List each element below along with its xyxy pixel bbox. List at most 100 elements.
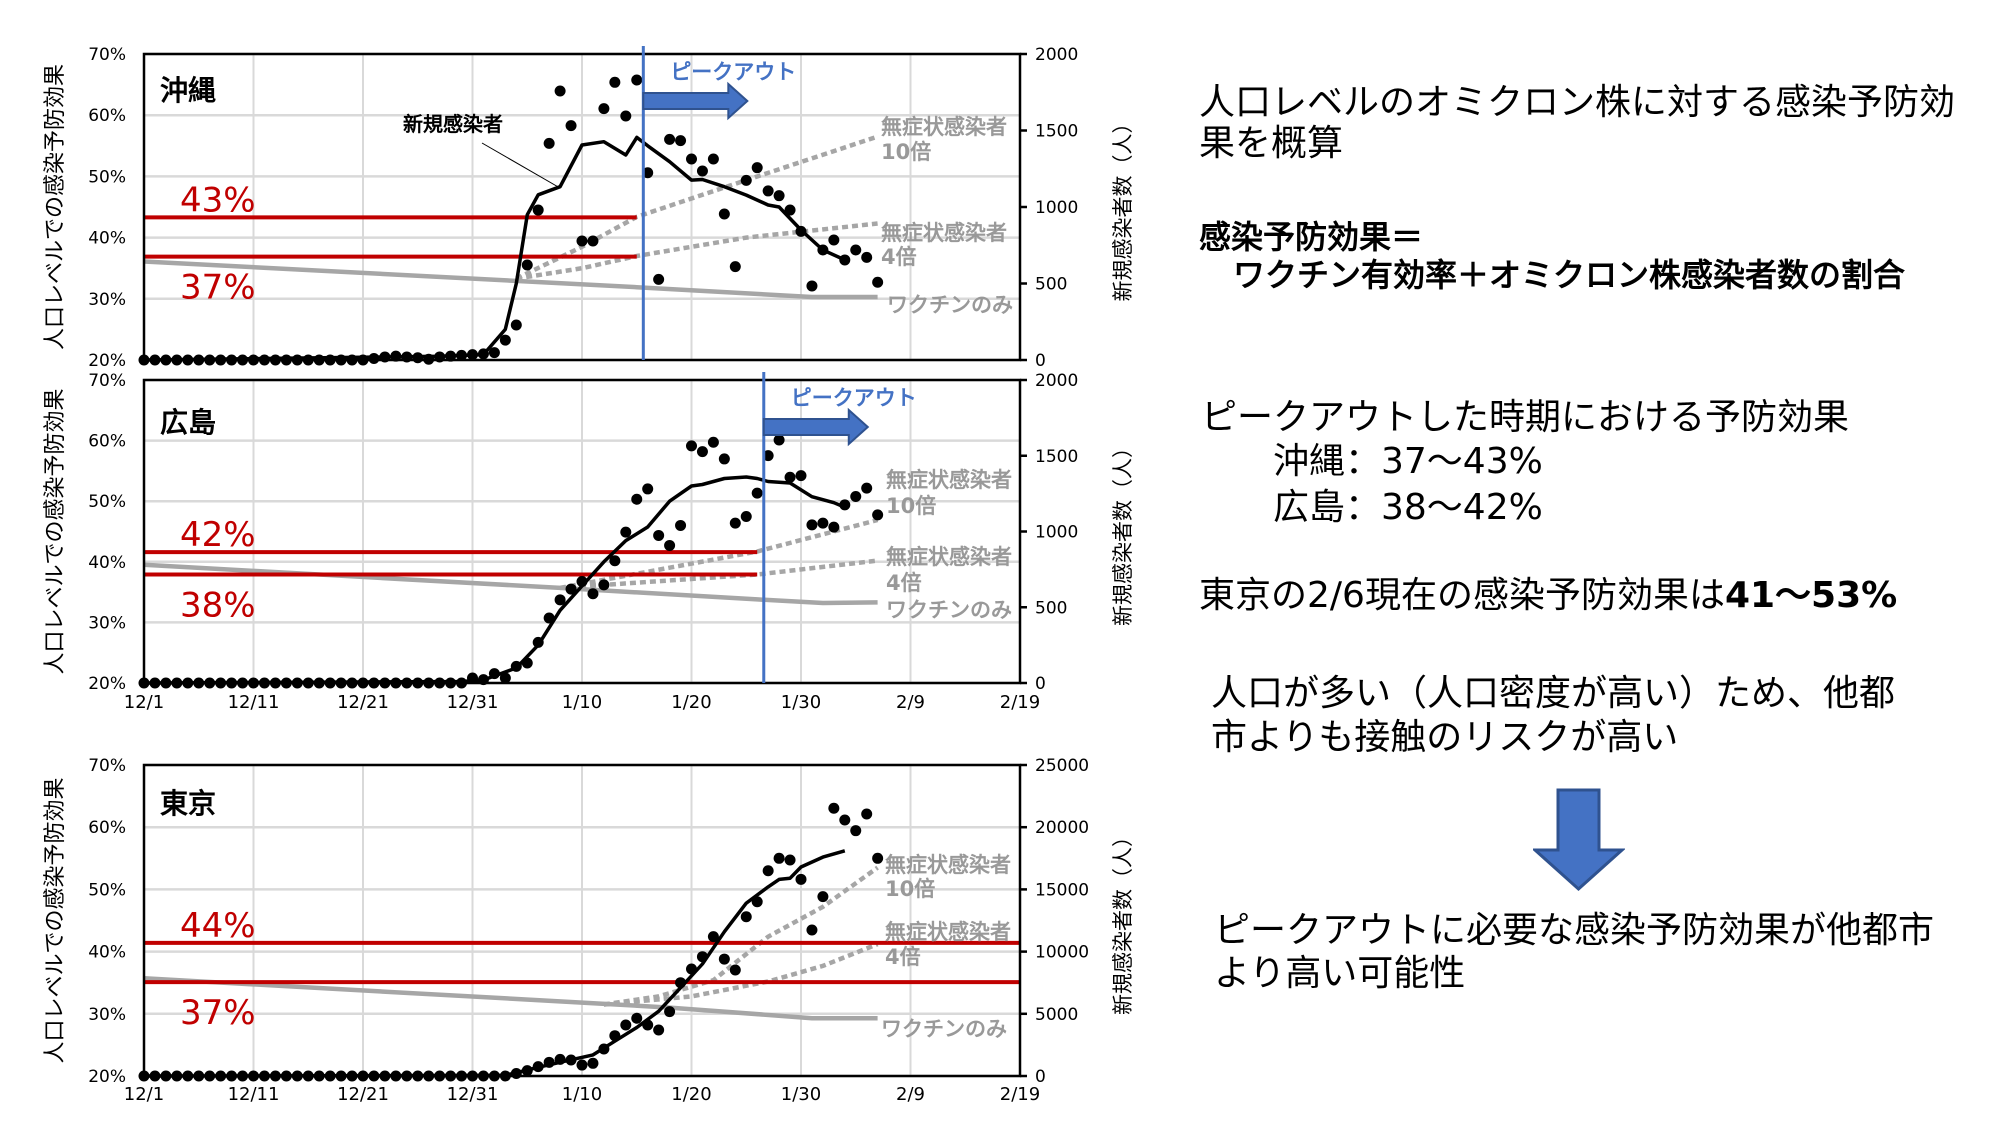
y-right-axis-title: 新規感染者数（人） bbox=[1111, 826, 1135, 1015]
x-tick-label: 2/9 bbox=[896, 692, 925, 713]
conclusion-line1: ピークアウトに必要な感染予防効果が他都市 bbox=[1214, 910, 1935, 951]
daily-case-point bbox=[609, 76, 621, 88]
asymptomatic-10x-line bbox=[603, 865, 879, 1007]
y-left-tick-label: 30% bbox=[88, 613, 126, 633]
y-left-tick-label: 50% bbox=[88, 167, 126, 187]
daily-case-point bbox=[565, 583, 577, 595]
reference-line-label: 37% bbox=[180, 268, 256, 308]
daily-case-point bbox=[631, 74, 643, 86]
daily-case-point bbox=[784, 204, 796, 216]
y-left-tick-label: 20% bbox=[88, 1067, 126, 1087]
daily-case-point bbox=[675, 519, 687, 531]
y-left-tick-label: 40% bbox=[88, 553, 126, 573]
reference-line-label: 43% bbox=[180, 180, 256, 220]
y-left-axis-title: 人口レベルでの感染予防効果 bbox=[43, 777, 68, 1063]
y-right-axis-title: 新規感染者数（人） bbox=[1111, 113, 1135, 302]
x-tick-label: 12/21 bbox=[337, 1084, 389, 1105]
peak-out-arrow-icon bbox=[762, 407, 870, 447]
daily-case-point bbox=[718, 208, 730, 220]
daily-case-point bbox=[598, 103, 610, 115]
daily-case-point bbox=[587, 1057, 599, 1069]
asymptomatic-10x-multiplier: 10倍 bbox=[886, 494, 936, 518]
peak-out-label: ピークアウト bbox=[670, 60, 796, 84]
hiroshima-range: 広島：38〜42% bbox=[1273, 487, 1543, 528]
daily-case-point bbox=[839, 814, 851, 826]
panel-heading-line2: 果を概算 bbox=[1199, 123, 1344, 164]
asymptomatic-4x-multiplier: 4倍 bbox=[885, 945, 921, 969]
y-left-tick-label: 30% bbox=[88, 290, 126, 310]
x-tick-label: 12/1 bbox=[124, 692, 164, 713]
y-left-tick-label: 60% bbox=[88, 106, 126, 126]
tokyo-effect: 東京の2/6現在の感染予防効果は41〜53% bbox=[1199, 575, 1897, 617]
daily-case-point bbox=[740, 174, 752, 186]
daily-case-point bbox=[773, 852, 785, 864]
asymptomatic-10x-label: 無症状感染者 bbox=[886, 468, 1012, 492]
daily-case-point bbox=[642, 167, 654, 179]
chart-title: 東京 bbox=[160, 787, 216, 820]
y-left-tick-label: 20% bbox=[88, 351, 126, 371]
asymptomatic-4x-label: 無症状感染者 bbox=[886, 545, 1012, 569]
daily-case-point bbox=[609, 555, 621, 567]
formula-line1: 感染予防効果＝ bbox=[1199, 218, 1424, 256]
daily-case-point bbox=[664, 133, 676, 145]
peak-out-label: ピークアウト bbox=[791, 386, 917, 410]
daily-case-point bbox=[861, 482, 873, 494]
daily-case-point bbox=[707, 931, 719, 943]
down-arrow-icon bbox=[1533, 788, 1625, 892]
x-tick-label: 2/19 bbox=[1000, 1084, 1040, 1105]
y-right-tick-label: 1000 bbox=[1035, 198, 1078, 218]
x-tick-label: 1/30 bbox=[781, 1084, 821, 1105]
peakout-heading: ピークアウトした時期における予防効果 bbox=[1201, 397, 1850, 438]
y-left-tick-label: 50% bbox=[88, 492, 126, 512]
daily-case-point bbox=[850, 825, 862, 837]
x-tick-label: 12/1 bbox=[124, 1084, 164, 1105]
daily-case-point bbox=[817, 517, 829, 529]
daily-case-point bbox=[598, 579, 610, 591]
daily-case-point bbox=[828, 234, 840, 246]
daily-case-point bbox=[729, 261, 741, 273]
daily-case-point bbox=[828, 802, 840, 814]
y-right-tick-label: 25000 bbox=[1035, 756, 1089, 776]
x-tick-label: 12/11 bbox=[228, 692, 280, 713]
daily-case-point bbox=[499, 334, 511, 346]
vaccine-only-line bbox=[143, 259, 878, 300]
daily-case-point bbox=[543, 137, 555, 149]
vaccine-only-label: ワクチンのみ bbox=[881, 1017, 1007, 1041]
conclusion-line2: より高い可能性 bbox=[1214, 953, 1466, 994]
daily-case-point bbox=[872, 276, 884, 288]
daily-case-point bbox=[872, 852, 884, 864]
daily-case-point bbox=[499, 672, 511, 684]
asymptomatic-4x-line bbox=[515, 221, 878, 281]
y-right-tick-label: 15000 bbox=[1035, 880, 1089, 900]
vaccine-only-line bbox=[143, 562, 878, 606]
daily-case-point bbox=[675, 135, 687, 147]
panel-heading-line1: 人口レベルのオミクロン株に対する感染予防効 bbox=[1199, 82, 1956, 123]
daily-case-point bbox=[642, 483, 654, 495]
y-left-tick-label: 70% bbox=[88, 371, 126, 391]
daily-case-point bbox=[729, 964, 741, 976]
daily-case-point bbox=[762, 185, 774, 197]
daily-case-point bbox=[806, 519, 818, 531]
reason-line1: 人口が多い（人口密度が高い）ため、他都 bbox=[1211, 673, 1896, 714]
daily-case-point bbox=[664, 1006, 676, 1018]
y-right-tick-label: 0 bbox=[1035, 674, 1046, 694]
x-tick-label: 12/31 bbox=[447, 692, 499, 713]
daily-case-point bbox=[686, 440, 697, 452]
x-tick-label: 12/11 bbox=[228, 1084, 280, 1105]
y-left-tick-label: 40% bbox=[88, 943, 126, 963]
daily-case-point bbox=[488, 347, 500, 359]
daily-case-point bbox=[554, 85, 566, 97]
daily-case-point bbox=[751, 487, 763, 499]
y-right-tick-label: 20000 bbox=[1035, 818, 1089, 838]
daily-case-point bbox=[696, 165, 708, 177]
asymptomatic-10x-multiplier: 10倍 bbox=[881, 140, 931, 164]
daily-case-point bbox=[631, 1012, 643, 1024]
daily-case-point bbox=[806, 924, 818, 936]
daily-case-point bbox=[653, 273, 665, 285]
asymptomatic-4x-multiplier: 4倍 bbox=[881, 245, 917, 269]
asymptomatic-10x-line bbox=[515, 134, 879, 281]
y-right-tick-label: 0 bbox=[1035, 1067, 1046, 1087]
daily-case-point bbox=[861, 251, 873, 263]
x-tick-label: 1/30 bbox=[781, 692, 821, 713]
